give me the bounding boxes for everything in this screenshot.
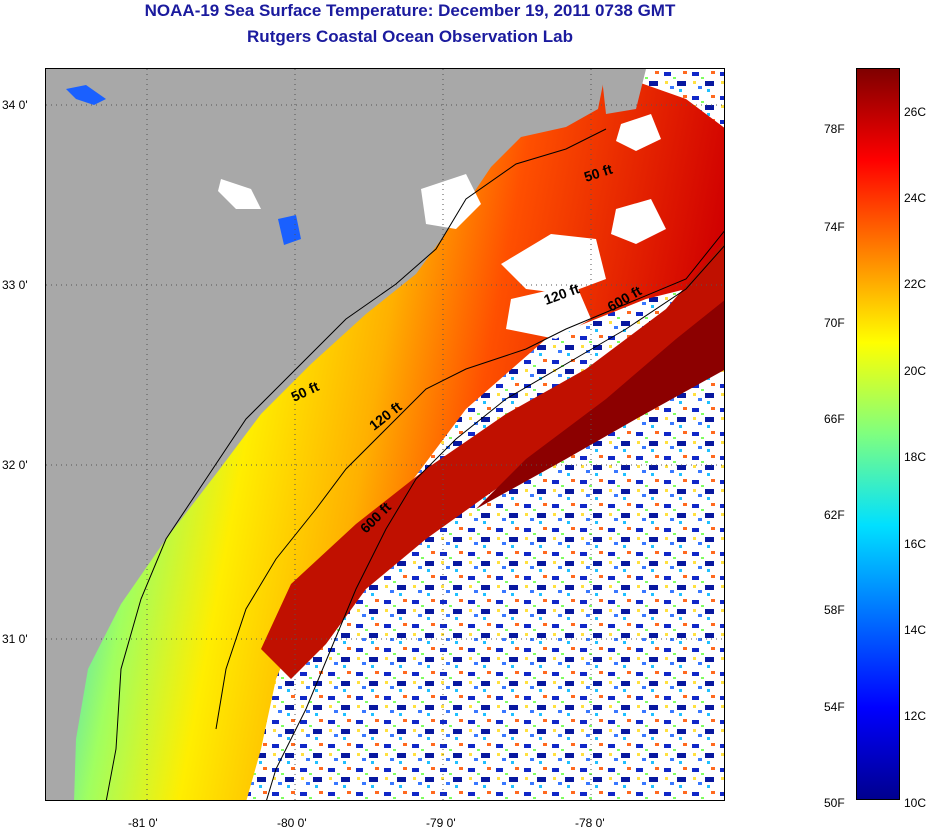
temperature-colorbar <box>856 68 900 800</box>
colorbar-label-18c: 18C <box>904 450 927 464</box>
contour-50ft <box>105 128 607 800</box>
colorbar-label-14c: 14C <box>904 623 927 637</box>
depth-contours <box>105 128 724 800</box>
land-cape <box>601 69 646 114</box>
colorbar-label-54f: 54F <box>824 700 845 714</box>
graticule <box>46 69 724 800</box>
cloud-patch-1 <box>616 114 661 151</box>
colorbar-label-66f: 66F <box>824 412 845 426</box>
colorbar-label-26c: 26C <box>904 105 927 119</box>
contour-120ft <box>215 230 724 730</box>
colorbar-label-74f: 74F <box>824 220 845 234</box>
longitude-label-79: -79 0' <box>426 816 456 830</box>
gulf-stream-core <box>476 300 724 509</box>
inland-lake-2 <box>278 215 301 245</box>
sst-map: 50 ft 50 ft 120 ft 120 ft 600 ft 600 ft <box>45 68 725 801</box>
colorbar-label-78f: 78F <box>824 122 845 136</box>
colorbar-label-62f: 62F <box>824 508 845 522</box>
colorbar-label-50f: 50F <box>824 796 845 810</box>
cloud-inland-1 <box>218 179 261 209</box>
longitude-label-81: -81 0' <box>128 816 158 830</box>
cloud-patch-3 <box>501 234 606 294</box>
land-mass <box>46 69 606 800</box>
colorbar-label-70f: 70F <box>824 316 845 330</box>
colorbar-label-10c: 10C <box>904 796 927 810</box>
latitude-label-32: 32 0' <box>2 458 28 472</box>
colorbar-label-16c: 16C <box>904 537 927 551</box>
latitude-label-31: 31 0' <box>2 632 28 646</box>
colorbar-label-22c: 22C <box>904 277 927 291</box>
cloud-patch-2 <box>421 174 481 229</box>
latitude-label-34: 34 0' <box>2 98 28 112</box>
sst-map-graphic: 50 ft 50 ft 120 ft 120 ft 600 ft 600 ft <box>46 69 724 800</box>
map-subtitle: Rutgers Coastal Ocean Observation Lab <box>247 27 573 46</box>
longitude-label-80: -80 0' <box>277 816 307 830</box>
colorbar-label-12c: 12C <box>904 709 927 723</box>
colorbar-label-24c: 24C <box>904 191 927 205</box>
colorbar-label-20c: 20C <box>904 364 927 378</box>
map-title: NOAA-19 Sea Surface Temperature: Decembe… <box>144 1 676 20</box>
latitude-label-33: 33 0' <box>2 278 28 292</box>
gulf-stream <box>261 241 724 679</box>
contour-600ft <box>266 245 724 800</box>
cloud-patch-4 <box>506 284 591 339</box>
colorbar-label-58f: 58F <box>824 603 845 617</box>
longitude-label-78: -78 0' <box>575 816 605 830</box>
inland-lake-1 <box>66 85 106 105</box>
cloud-patch-5 <box>611 199 666 244</box>
